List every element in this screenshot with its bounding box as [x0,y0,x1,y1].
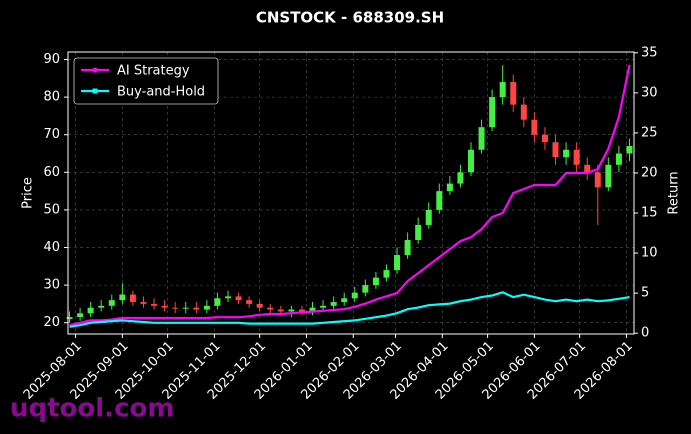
candle-body [119,294,126,301]
candle-body [615,153,622,165]
candle-body [108,300,115,306]
plot-frame [67,51,635,335]
y-tick-label: 50 [43,202,60,217]
candle-body [224,296,231,299]
candle-body [573,149,580,165]
candle-body [394,255,401,271]
candle-body [415,224,422,240]
candle-body [98,305,105,308]
candle-body [320,305,327,308]
candle-body [605,164,612,188]
candle-body [182,307,189,309]
candle-body [77,313,84,318]
y2-tick-label: 30 [641,85,658,100]
candle-body [499,82,506,98]
candle-body [66,317,73,319]
y2-tick-label: 35 [641,45,658,60]
return-line [69,64,631,327]
candle-body [563,149,570,158]
candle-body [584,164,591,173]
candle-body [309,307,316,312]
candle-body [436,191,443,210]
y-tick-label: 60 [43,165,60,180]
y2-tick-label: 20 [641,165,658,180]
candle-body [214,298,221,306]
candle-body [330,302,337,306]
candle-body [203,305,210,310]
y2-axis-label: Return [667,171,682,214]
y-tick-label: 90 [43,52,60,67]
candle-body [372,277,379,286]
candle-body [246,300,253,304]
candle-body [467,149,474,173]
candle-body [531,119,538,135]
candle-body [383,270,390,278]
candle-body [520,104,527,120]
legend-marker [92,88,98,94]
candle-body [129,294,136,303]
legend-label: Buy-and-Hold [117,85,205,100]
legend-box [73,57,219,105]
candle-body [235,296,242,301]
candle-body [489,97,496,128]
candle-body [288,309,295,312]
y2-tick-label: 25 [641,125,658,140]
y-tick-label: 30 [43,278,60,293]
candle-body [626,146,633,154]
candle-body [404,240,411,256]
y2-tick-label: 15 [641,206,658,221]
return-line [69,291,630,328]
candle-body [510,82,517,105]
candle-body [151,303,158,306]
candle-body [446,183,453,192]
y-tick-label: 40 [43,240,60,255]
y-tick-label: 80 [43,90,60,105]
candle-body [140,302,147,304]
candle-body [541,134,548,143]
candle-body [193,307,200,310]
chart-title: CNSTOCK - 688309.SH [256,9,444,27]
candle-body [351,292,358,299]
candle-body [362,285,369,293]
y-tick-label: 70 [43,127,60,142]
y-axis-label: Price [21,177,36,209]
y2-tick-label: 5 [641,286,649,301]
candle-body [277,309,284,312]
candle-body [256,303,263,308]
candle-body [594,172,601,188]
y2-tick-label: 10 [641,246,658,261]
candle-body [478,127,485,150]
legend-marker [92,67,98,73]
candle-body [457,172,464,184]
y2-tick-label: 0 [641,326,649,341]
candle-body [87,307,94,314]
candle-body [161,305,168,308]
candle-body [267,307,274,310]
candle-body [341,298,348,303]
candle-body [425,209,432,225]
watermark: uqtool.com [10,394,174,424]
candle-body [552,142,559,158]
candle-body [172,307,179,309]
y-tick-label: 20 [43,315,60,330]
legend-label: AI Strategy [117,64,190,79]
candle-body [298,309,305,312]
